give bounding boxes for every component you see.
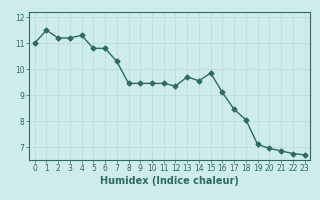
X-axis label: Humidex (Indice chaleur): Humidex (Indice chaleur)	[100, 176, 239, 186]
